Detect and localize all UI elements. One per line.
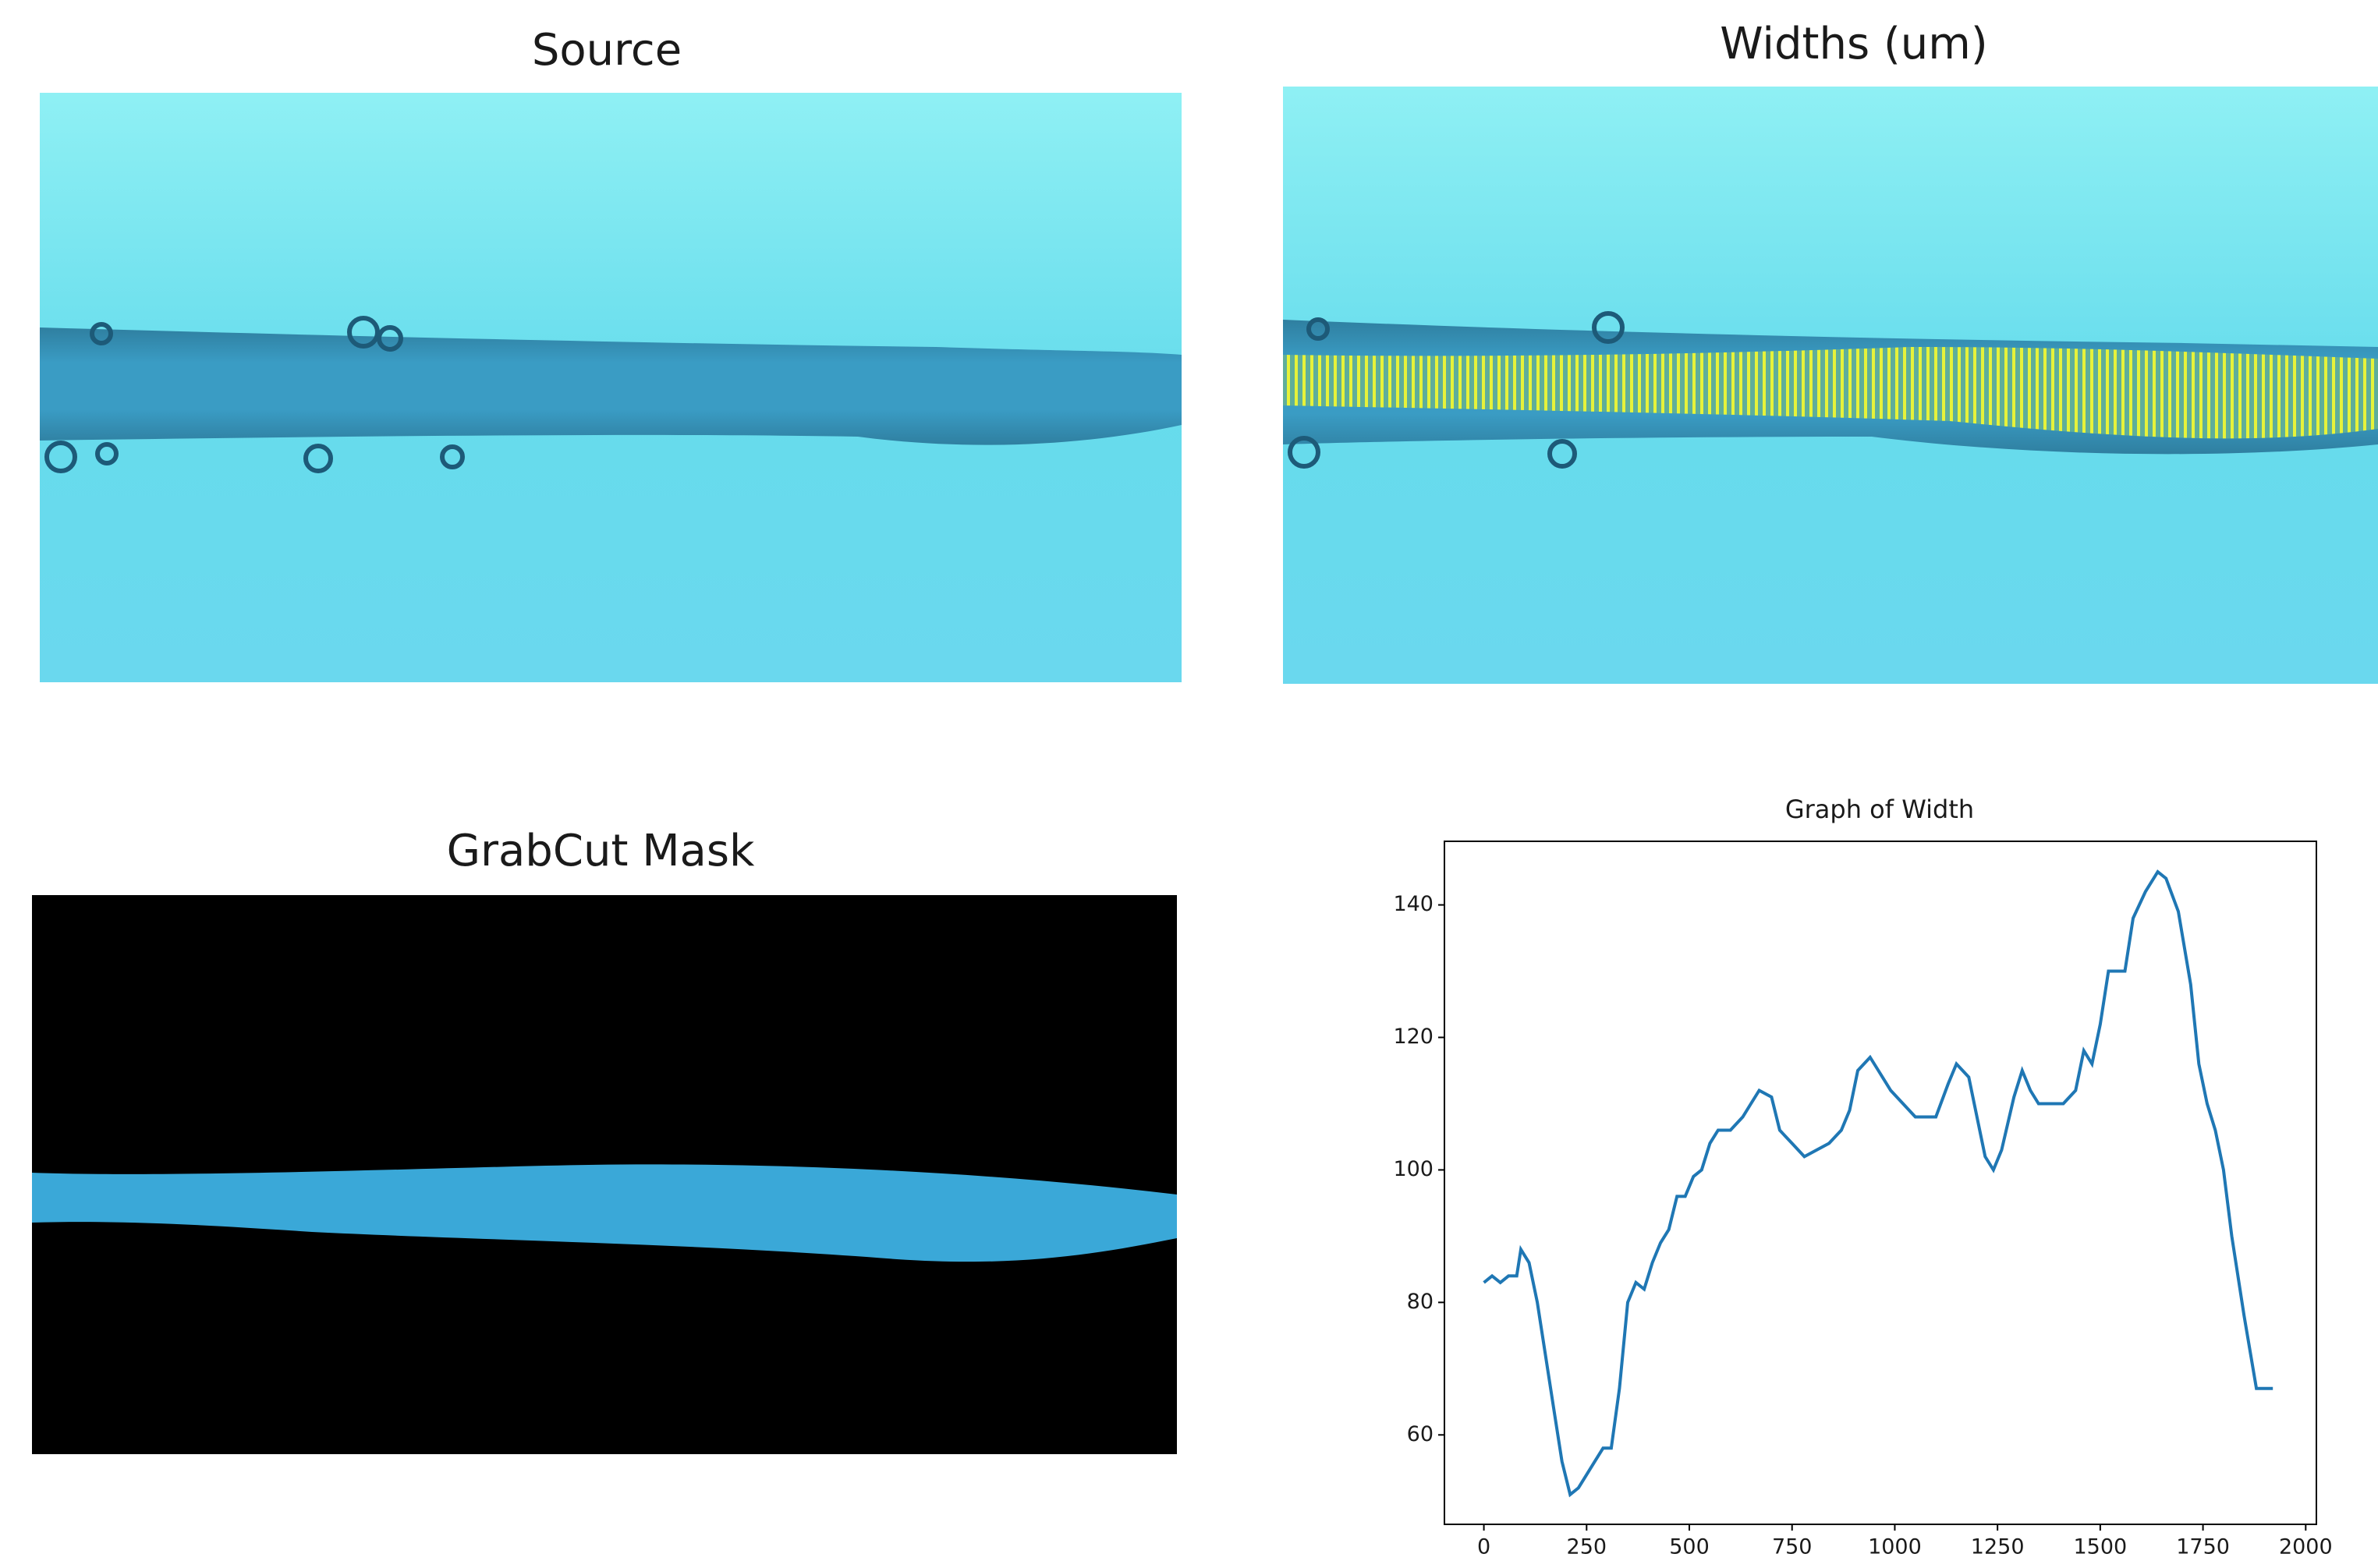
bubbles [44, 316, 465, 473]
x-tick-label: 1250 [1971, 1535, 2025, 1559]
x-tick-label: 500 [1669, 1535, 1710, 1559]
x-tick-label: 2000 [2279, 1535, 2333, 1559]
chart-title: Graph of Width [1785, 795, 1974, 824]
y-tick-label: 120 [1393, 1025, 1434, 1049]
y-tick-label: 60 [1407, 1422, 1434, 1446]
x-tick-label: 750 [1772, 1535, 1813, 1559]
width-line [1483, 869, 2273, 1498]
fiber [40, 327, 1182, 445]
panel-title: GrabCut Mask [447, 826, 755, 876]
x-tick-label: 0 [1477, 1535, 1490, 1559]
x-tick-label: 1000 [1868, 1535, 1922, 1559]
y-tick-label: 80 [1407, 1290, 1434, 1314]
mask-fiber [32, 1164, 1177, 1262]
x-tick-label: 1750 [2176, 1535, 2230, 1559]
x-tick-label: 250 [1567, 1535, 1607, 1559]
panel-title: Source [532, 25, 682, 76]
y-tick-label: 100 [1393, 1157, 1434, 1181]
panel-title: Widths (um) [1720, 19, 1987, 69]
bubbles [1288, 311, 1625, 469]
x-tick-label: 1500 [2074, 1535, 2128, 1559]
axes-frame [1444, 841, 2317, 1525]
y-tick-label: 140 [1393, 892, 1434, 916]
width-lines [1283, 347, 2378, 439]
